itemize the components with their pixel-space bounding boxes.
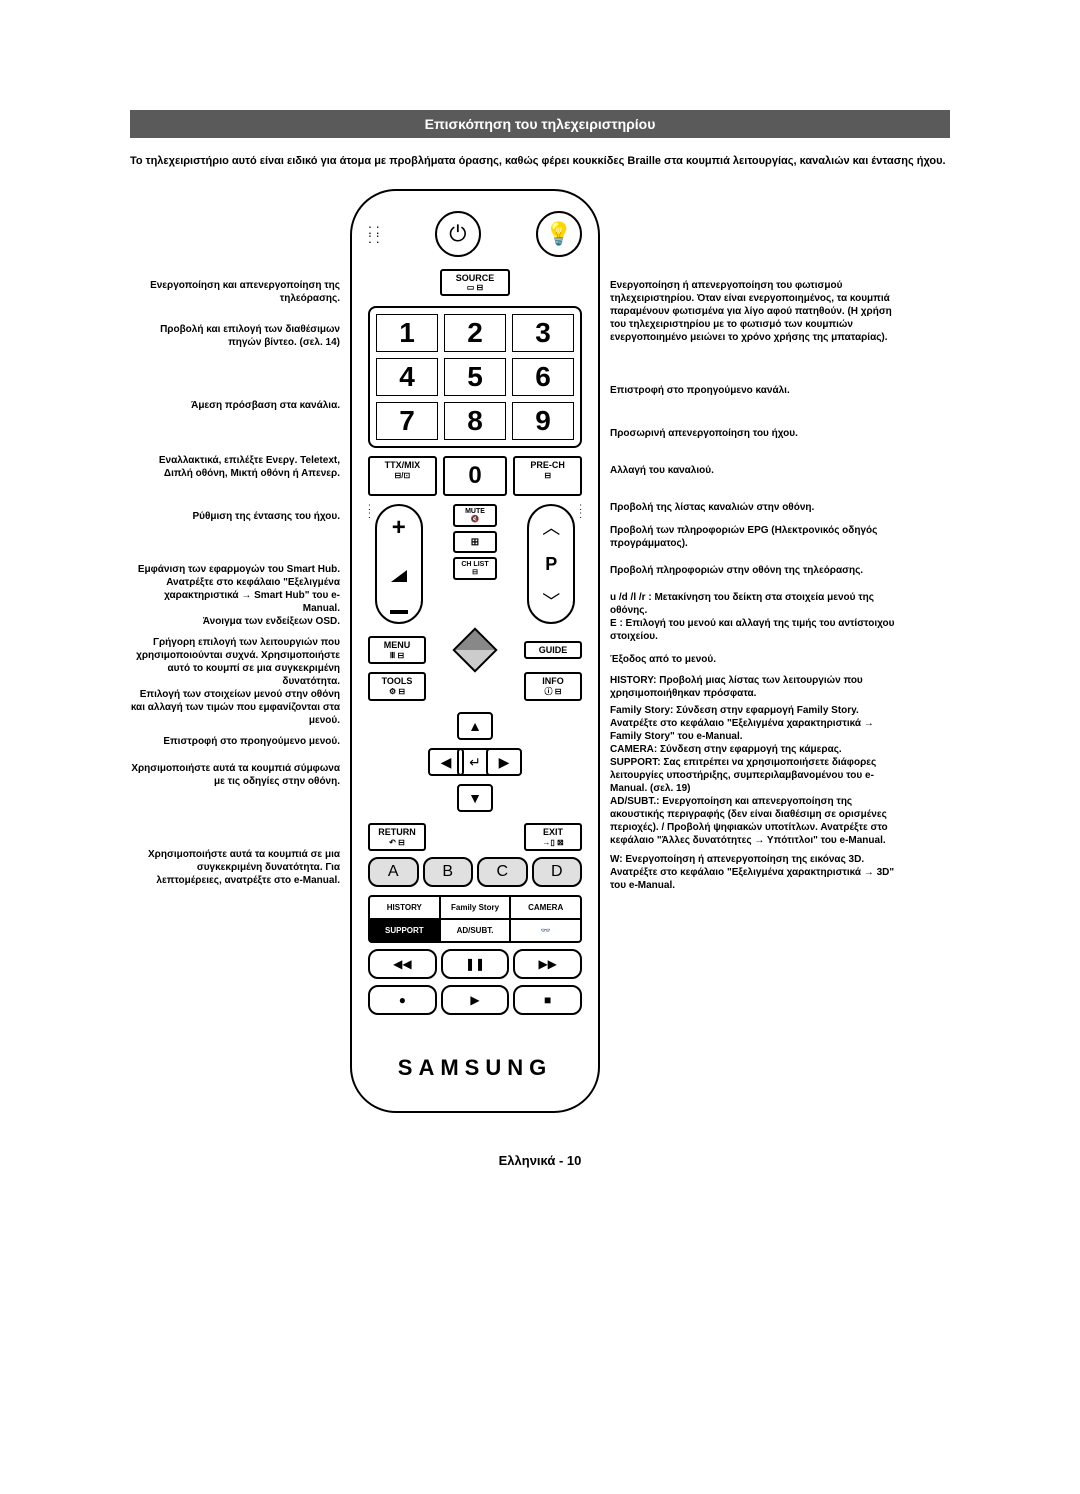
- forward-button[interactable]: ▶▶: [513, 949, 582, 979]
- ann-guide: Προβολή των πληροφοριών EPG (Ηλεκτρονικό…: [610, 524, 900, 550]
- number-pad: 1 2 3 4 5 6 7 8 9: [368, 306, 582, 448]
- ann-source: Προβολή και επιλογή των διαθέσιμων πηγών…: [130, 323, 340, 349]
- chlist-button[interactable]: CH LIST⊟: [453, 557, 497, 580]
- right-annotations: Ενεργοποίηση ή απενεργοποίηση του φωτισμ…: [610, 189, 900, 1113]
- adsubt-button[interactable]: AD/SUBT.: [439, 920, 510, 941]
- guide-button[interactable]: GUIDE: [524, 641, 582, 659]
- intro-text: Το τηλεχειριστήριο αυτό είναι ειδικό για…: [130, 154, 950, 169]
- color-a-button[interactable]: A: [368, 857, 419, 887]
- light-button[interactable]: 💡: [536, 211, 582, 257]
- ann-prech: Επιστροφή στο προηγούμενο κανάλι.: [610, 384, 900, 397]
- arrow-down-button[interactable]: ▼: [457, 784, 493, 812]
- color-d-button[interactable]: D: [532, 857, 583, 887]
- ann-camera: CAMERA: Σύνδεση στην εφαρμογή της κάμερα…: [610, 743, 900, 756]
- 3d-button[interactable]: 👓: [509, 920, 580, 941]
- page-footer: Ελληνικά - 10: [130, 1153, 950, 1168]
- camera-button[interactable]: CAMERA: [509, 897, 580, 918]
- brand-logo: SAMSUNG: [368, 1055, 582, 1081]
- channel-rocker[interactable]: ︿ P ﹀: [527, 504, 575, 624]
- num-2[interactable]: 2: [444, 314, 506, 352]
- ann-adsubt: AD/SUBT.: Ενεργοποίηση και απενεργοποίησ…: [610, 795, 900, 847]
- num-4[interactable]: 4: [376, 358, 438, 396]
- prech-button[interactable]: PRE-CH⊟: [513, 456, 582, 496]
- color-b-button[interactable]: B: [423, 857, 474, 887]
- arrow-up-button[interactable]: ▲: [457, 712, 493, 740]
- record-button[interactable]: ●: [368, 985, 437, 1015]
- num-0[interactable]: 0: [443, 456, 508, 496]
- ann-osd: Άνοιγμα των ενδείξεων OSD.: [130, 615, 340, 628]
- tools-button[interactable]: TOOLS⚙ ⊟: [368, 672, 426, 701]
- history-button[interactable]: HISTORY: [370, 897, 439, 918]
- power-button[interactable]: ⏻: [435, 211, 481, 257]
- num-6[interactable]: 6: [512, 358, 574, 396]
- app-grid: HISTORY Family Story CAMERA SUPPORT AD/S…: [368, 895, 582, 943]
- num-7[interactable]: 7: [376, 402, 438, 440]
- mute-button[interactable]: MUTE🔇: [453, 504, 497, 527]
- stop-button[interactable]: ■: [513, 985, 582, 1015]
- volume-rocker[interactable]: +: [375, 504, 423, 624]
- volume-icon: [391, 570, 407, 582]
- ann-exit: Έξοδος από το μενού.: [610, 653, 900, 666]
- ann-tools: Γρήγορη επιλογή των λειτουργιών που χρησ…: [130, 636, 340, 688]
- direction-pad: ▲ ◀ ↵ ▶ ▼: [368, 707, 582, 817]
- volume-down-icon: [390, 610, 408, 614]
- num-3[interactable]: 3: [512, 314, 574, 352]
- braille-right-icon: ::: [579, 504, 582, 624]
- ann-support: SUPPORT: Σας επιτρέπει να χρησιμοποιήσετ…: [610, 756, 900, 795]
- support-button[interactable]: SUPPORT: [370, 920, 439, 941]
- family-story-button[interactable]: Family Story: [439, 897, 510, 918]
- info-button[interactable]: INFOⓘ ⊟: [524, 672, 582, 701]
- num-1[interactable]: 1: [376, 314, 438, 352]
- braille-dots-icon: : :: :: [368, 225, 380, 245]
- num-5[interactable]: 5: [444, 358, 506, 396]
- ann-3d: W: Ενεργοποίηση ή απενεργοποίηση της εικ…: [610, 853, 900, 892]
- ann-return: Επιστροφή στο προηγούμενο μενού.: [130, 735, 340, 748]
- color-c-button[interactable]: C: [477, 857, 528, 887]
- ann-power: Ενεργοποίηση και απενεργοποίηση της τηλε…: [130, 279, 340, 305]
- smart-cube-icon[interactable]: [452, 628, 497, 673]
- volume-up-icon: +: [392, 514, 406, 542]
- channel-up-icon: ︿: [542, 514, 560, 540]
- ann-abcd: Χρησιμοποιήστε αυτά τα κουμπιά σύμφωνα μ…: [130, 762, 340, 788]
- ann-smarthub: Εμφάνιση των εφαρμογών του Smart Hub. Αν…: [130, 563, 340, 615]
- braille-left-icon: ::: [368, 504, 371, 624]
- pause-button[interactable]: ❚❚: [441, 949, 510, 979]
- ann-transport: Χρησιμοποιήστε αυτά τα κουμπιά σε μια συ…: [130, 848, 340, 887]
- ann-volume: Ρύθμιση της έντασης του ήχου.: [130, 510, 340, 523]
- ann-info: Προβολή πληροφοριών στην οθόνη της τηλεό…: [610, 564, 900, 577]
- ann-channel: Αλλαγή του καναλιού.: [610, 464, 900, 477]
- source-button[interactable]: SOURCE ▭ ⊟: [440, 269, 510, 296]
- arrow-right-button[interactable]: ▶: [486, 748, 522, 776]
- ann-ttx: Εναλλακτικά, επιλέξτε Ενεργ. Teletext, Δ…: [130, 454, 340, 480]
- ann-light: Ενεργοποίηση ή απενεργοποίηση του φωτισμ…: [610, 279, 900, 344]
- return-button[interactable]: RETURN↶ ⊟: [368, 823, 426, 851]
- section-title: Επισκόπηση του τηλεχειριστηρίου: [130, 110, 950, 138]
- manual-page: Επισκόπηση του τηλεχειριστηρίου Το τηλεχ…: [0, 0, 1080, 1228]
- exit-button[interactable]: EXIT→▯ ⊠: [524, 823, 582, 851]
- num-8[interactable]: 8: [444, 402, 506, 440]
- ttxmix-button[interactable]: TTX/MIX⊟/⊡: [368, 456, 437, 496]
- source-label: SOURCE: [444, 273, 506, 283]
- left-annotations: Ενεργοποίηση και απενεργοποίηση της τηλε…: [130, 189, 340, 1113]
- play-button[interactable]: ▶: [441, 985, 510, 1015]
- smarthub-button[interactable]: ⊞: [453, 531, 497, 553]
- ann-mute: Προσωρινή απενεργοποίηση του ήχου.: [610, 427, 900, 440]
- ann-arrows: u /d /l /r : Μετακίνηση του δείκτη στα σ…: [610, 591, 900, 643]
- ann-numpad: Άμεση πρόσβαση στα κανάλια.: [130, 399, 340, 412]
- ann-family: Family Story: Σύνδεση στην εφαρμογή Fami…: [610, 704, 900, 743]
- remote-diagram: : :: : ⏻ 💡 SOURCE ▭ ⊟ 1 2 3 4: [350, 189, 600, 1113]
- rewind-button[interactable]: ◀◀: [368, 949, 437, 979]
- channel-down-icon: ﹀: [542, 588, 560, 614]
- menu-button[interactable]: MENUⅢ ⊟: [368, 636, 426, 664]
- channel-label: P: [545, 554, 557, 575]
- num-9[interactable]: 9: [512, 402, 574, 440]
- ann-chlist: Προβολή της λίστας καναλιών στην οθόνη.: [610, 501, 900, 514]
- content-layout: Ενεργοποίηση και απενεργοποίηση της τηλε…: [130, 189, 950, 1113]
- source-sub-icon: ▭ ⊟: [444, 283, 506, 292]
- ann-dpad: Επιλογή των στοιχείων μενού στην οθόνη κ…: [130, 688, 340, 727]
- ann-history: HISTORY: Προβολή μιας λίστας των λειτουρ…: [610, 674, 900, 700]
